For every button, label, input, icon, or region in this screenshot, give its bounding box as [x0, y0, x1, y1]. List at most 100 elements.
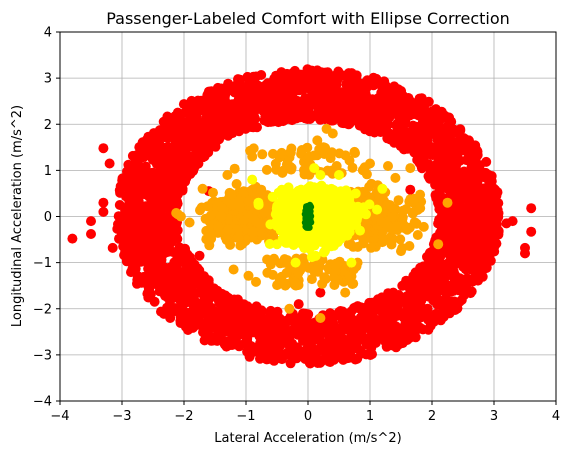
red-point — [322, 67, 333, 78]
red-point — [182, 287, 192, 298]
orange-point — [365, 158, 375, 169]
orange-point — [257, 149, 268, 160]
orange-point — [267, 269, 278, 280]
red-point — [465, 218, 476, 229]
orange-point — [383, 161, 393, 171]
red-point — [143, 292, 154, 303]
red-point — [244, 303, 255, 314]
red-point — [340, 99, 351, 110]
red-point — [456, 295, 467, 305]
red-point — [261, 328, 272, 338]
red-point — [134, 236, 145, 247]
red-point — [315, 287, 326, 298]
red-point — [479, 263, 490, 274]
red-point — [289, 350, 300, 361]
red-point — [437, 302, 448, 313]
red-point — [456, 247, 467, 258]
orange-point — [415, 189, 426, 200]
red-point — [395, 133, 406, 144]
red-point — [265, 116, 276, 127]
red-point — [466, 264, 477, 275]
plot-area — [67, 64, 537, 369]
red-point — [375, 112, 386, 123]
red-point — [189, 311, 200, 322]
red-point — [337, 316, 348, 327]
red-point — [179, 99, 190, 110]
red-point — [176, 132, 187, 142]
orange-point — [387, 212, 398, 222]
red-point — [288, 326, 299, 337]
red-point — [394, 308, 405, 319]
red-point — [481, 156, 492, 167]
red-point — [344, 325, 355, 336]
orange-point — [309, 266, 320, 277]
orange-point — [299, 165, 309, 176]
red-point — [190, 142, 201, 153]
red-point — [171, 110, 182, 121]
red-point — [422, 131, 433, 141]
red-point — [172, 233, 183, 244]
red-point — [176, 166, 187, 177]
orange-point — [284, 303, 295, 314]
orange-point — [433, 239, 444, 250]
red-point — [526, 226, 537, 237]
red-point — [195, 277, 206, 288]
red-point — [434, 135, 445, 146]
red-point — [411, 294, 422, 305]
red-point — [341, 89, 352, 100]
red-point — [165, 126, 176, 137]
red-point — [154, 158, 165, 169]
red-point — [302, 310, 313, 321]
red-point — [133, 196, 144, 206]
orange-point — [247, 227, 258, 238]
red-point — [393, 339, 404, 350]
red-point — [98, 206, 109, 217]
red-point — [357, 90, 368, 100]
red-point — [357, 113, 368, 124]
orange-point — [304, 151, 315, 162]
red-point — [178, 278, 188, 289]
red-point — [421, 268, 431, 279]
orange-point — [391, 221, 402, 232]
red-point — [164, 276, 175, 287]
red-point — [402, 335, 413, 345]
red-point — [231, 122, 242, 133]
red-point — [265, 306, 276, 317]
red-point — [447, 127, 458, 138]
red-point — [293, 299, 304, 310]
red-point — [330, 103, 341, 114]
red-point — [120, 241, 131, 252]
orange-point — [184, 217, 195, 228]
red-point — [467, 152, 478, 163]
red-point — [191, 116, 202, 127]
red-point — [86, 229, 96, 239]
red-point — [194, 250, 205, 261]
orange-point — [318, 142, 329, 153]
red-point — [98, 197, 109, 208]
orange-point — [315, 313, 326, 323]
red-point — [361, 349, 372, 360]
orange-point — [206, 210, 216, 221]
orange-point — [212, 221, 223, 231]
red-point — [67, 233, 78, 244]
orange-point — [390, 172, 401, 183]
orange-point — [228, 264, 239, 275]
red-point — [137, 255, 148, 266]
red-point — [173, 147, 184, 158]
red-point — [433, 265, 444, 276]
red-point — [273, 108, 284, 119]
orange-point — [405, 163, 416, 174]
orange-point — [255, 218, 265, 229]
red-point — [455, 227, 466, 238]
red-point — [152, 235, 163, 246]
red-point — [235, 306, 246, 317]
orange-point — [327, 128, 338, 139]
orange-point — [281, 256, 292, 267]
red-point — [419, 159, 430, 170]
orange-point — [404, 241, 415, 251]
red-point — [154, 171, 165, 181]
red-point — [238, 102, 248, 113]
red-point — [127, 264, 138, 275]
red-point — [158, 181, 169, 192]
